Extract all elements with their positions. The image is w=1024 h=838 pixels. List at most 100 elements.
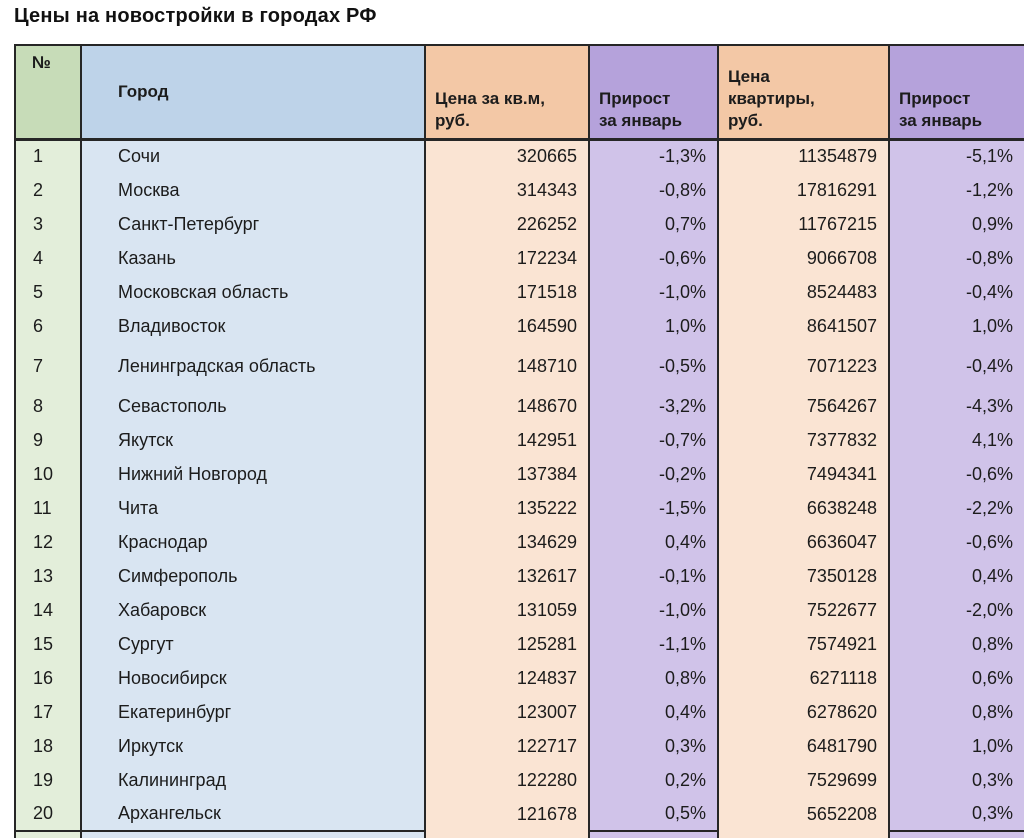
cell-growth_jan_sqm: 0,8% [588, 661, 719, 695]
column-header-growth-jan-flat: Прирост за январь [888, 44, 1024, 141]
cell-price_sqm: 121678 [424, 797, 590, 831]
cell-num: 5 [14, 275, 82, 309]
table-row: 4 Казань 172234 -0,6% 9066708 -0,8% [14, 241, 1024, 275]
table-row: 5 Московская область 171518 -1,0% 8524483 -0,… [14, 275, 1024, 309]
cell-city: Казань [80, 241, 426, 275]
cell-price_flat: 6638248 [717, 491, 890, 525]
cutoff-cell [588, 830, 719, 838]
cell-growth_jan_sqm: -1,3% [588, 139, 719, 173]
table-row: 8 Севастополь 148670 -3,2% 7564267 -4,3% [14, 389, 1024, 423]
cell-num: 3 [14, 207, 82, 241]
column-header-num: № [14, 44, 82, 141]
cell-growth_jan_sqm: -0,1% [588, 559, 719, 593]
cell-growth_jan_flat: 0,9% [888, 207, 1024, 241]
cell-num: 14 [14, 593, 82, 627]
cell-city: Чита [80, 491, 426, 525]
cell-price_flat: 7071223 [717, 343, 890, 389]
table-row: 13 Симферополь 132617 -0,1% 7350128 0,4% [14, 559, 1024, 593]
cell-city: Хабаровск [80, 593, 426, 627]
cell-growth_jan_sqm: 0,7% [588, 207, 719, 241]
table-row: 10 Нижний Новгород 137384 -0,2% 7494341 -0,6% [14, 457, 1024, 491]
table-row: 2 Москва 314343 -0,8% 17816291 -1,2% [14, 173, 1024, 207]
table-row: 9 Якутск 142951 -0,7% 7377832 4,1% [14, 423, 1024, 457]
cell-num: 18 [14, 729, 82, 763]
cell-price_flat: 7564267 [717, 389, 890, 423]
cell-num: 20 [14, 797, 82, 831]
cell-price_sqm: 320665 [424, 139, 590, 173]
cutoff-cell [717, 831, 890, 838]
cell-num: 17 [14, 695, 82, 729]
cell-city: Ленинградская область [80, 343, 426, 389]
cell-growth_jan_sqm: 0,2% [588, 763, 719, 797]
cell-price_sqm: 172234 [424, 241, 590, 275]
cell-growth_jan_sqm: 0,5% [588, 797, 719, 831]
cutoff-cell [14, 830, 82, 838]
cutoff-cell [888, 830, 1024, 838]
cell-num: 4 [14, 241, 82, 275]
cell-num: 12 [14, 525, 82, 559]
cutoff-row [14, 830, 1024, 838]
cell-growth_jan_sqm: -1,0% [588, 275, 719, 309]
cell-price_flat: 7522677 [717, 593, 890, 627]
table-row: 1 Сочи 320665 -1,3% 11354879 -5,1% [14, 139, 1024, 173]
cell-growth_jan_flat: 0,3% [888, 797, 1024, 831]
cell-price_sqm: 171518 [424, 275, 590, 309]
cell-num: 13 [14, 559, 82, 593]
cell-growth_jan_flat: -0,4% [888, 343, 1024, 389]
cell-city: Сургут [80, 627, 426, 661]
cell-price_sqm: 131059 [424, 593, 590, 627]
cell-price_flat: 8524483 [717, 275, 890, 309]
cell-growth_jan_flat: 1,0% [888, 309, 1024, 343]
cell-price_flat: 17816291 [717, 173, 890, 207]
header-row: № Город Цена за кв.м, руб. Прирост за ян… [14, 44, 1024, 141]
cell-num: 19 [14, 763, 82, 797]
table-row: 7 Ленинградская область 148710 -0,5% 7071223… [14, 343, 1024, 389]
table-row: 18 Иркутск 122717 0,3% 6481790 1,0% [14, 729, 1024, 763]
cell-price_flat: 7529699 [717, 763, 890, 797]
cell-growth_jan_sqm: -0,8% [588, 173, 719, 207]
column-header-growth-jan-sqm: Прирост за январь [588, 44, 719, 141]
cell-growth_jan_flat: -0,6% [888, 457, 1024, 491]
cell-growth_jan_sqm: -3,2% [588, 389, 719, 423]
cell-city: Севастополь [80, 389, 426, 423]
cell-price_sqm: 137384 [424, 457, 590, 491]
cell-num: 16 [14, 661, 82, 695]
column-header-price-flat: Цена квартиры, руб. [717, 44, 890, 141]
cell-num: 10 [14, 457, 82, 491]
cell-growth_jan_sqm: -0,2% [588, 457, 719, 491]
table-row: 16 Новосибирск 124837 0,8% 6271118 0,6% [14, 661, 1024, 695]
cell-city: Архангельск [80, 797, 426, 831]
column-header-price-sqm: Цена за кв.м, руб. [424, 44, 590, 141]
cell-price_flat: 7494341 [717, 457, 890, 491]
cell-growth_jan_flat: -4,3% [888, 389, 1024, 423]
cell-num: 2 [14, 173, 82, 207]
cell-growth_jan_flat: 0,6% [888, 661, 1024, 695]
cell-growth_jan_sqm: -1,0% [588, 593, 719, 627]
cell-price_sqm: 135222 [424, 491, 590, 525]
cell-price_sqm: 148670 [424, 389, 590, 423]
cell-price_sqm: 123007 [424, 695, 590, 729]
cell-growth_jan_sqm: -0,5% [588, 343, 719, 389]
cell-price_sqm: 122280 [424, 763, 590, 797]
cell-num: 15 [14, 627, 82, 661]
table-row: 15 Сургут 125281 -1,1% 7574921 0,8% [14, 627, 1024, 661]
table-row: 11 Чита 135222 -1,5% 6638248 -2,2% [14, 491, 1024, 525]
cell-price_flat: 8641507 [717, 309, 890, 343]
cell-city: Нижний Новгород [80, 457, 426, 491]
column-header-city: Город [80, 44, 426, 141]
cell-city: Екатеринбург [80, 695, 426, 729]
price-table-container: № Город Цена за кв.м, руб. Прирост за ян… [14, 44, 1024, 838]
cell-growth_jan_sqm: -1,1% [588, 627, 719, 661]
cell-city: Симферополь [80, 559, 426, 593]
cell-price_sqm: 125281 [424, 627, 590, 661]
cell-growth_jan_flat: -0,8% [888, 241, 1024, 275]
cell-growth_jan_flat: -5,1% [888, 139, 1024, 173]
cell-price_flat: 7574921 [717, 627, 890, 661]
table-row: 14 Хабаровск 131059 -1,0% 7522677 -2,0% [14, 593, 1024, 627]
cell-growth_jan_flat: -2,0% [888, 593, 1024, 627]
cell-city: Краснодар [80, 525, 426, 559]
cell-num: 8 [14, 389, 82, 423]
cell-price_sqm: 314343 [424, 173, 590, 207]
cell-price_sqm: 226252 [424, 207, 590, 241]
table-row: 3 Санкт-Петербург 226252 0,7% 11767215 0,9% [14, 207, 1024, 241]
